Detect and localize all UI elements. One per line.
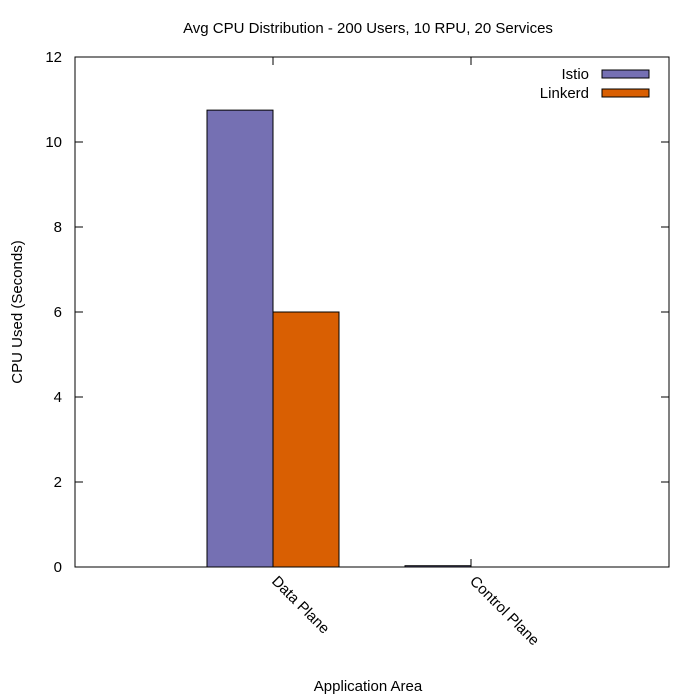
x-axis-label: Application Area — [314, 678, 423, 695]
x-tick-label: Data Plane — [268, 573, 333, 638]
y-tick-label: 0 — [54, 559, 62, 576]
bars-layer — [206, 109, 472, 568]
y-tick-label: 4 — [54, 389, 62, 406]
y-axis-label: CPU Used (Seconds) — [9, 240, 26, 383]
bar-istio-data-plane — [206, 109, 274, 568]
y-tick-label: 6 — [54, 304, 62, 321]
plot-frame — [74, 56, 670, 568]
legend-label: Istio — [561, 66, 589, 83]
chart-title: Avg CPU Distribution - 200 Users, 10 RPU… — [183, 20, 553, 37]
y-tick-label: 2 — [54, 474, 62, 491]
x-tick-label: Control Plane — [466, 573, 542, 649]
legend-label: Linkerd — [540, 85, 589, 102]
y-tick-label: 12 — [45, 49, 62, 66]
legend-swatch — [601, 69, 650, 79]
bar-linkerd-data-plane — [272, 311, 340, 568]
legend: Istio Linkerd — [540, 66, 650, 102]
legend-swatch — [601, 88, 650, 98]
axes-layer: 0 2 4 6 8 10 12 Data Plane Control Plane — [45, 49, 669, 649]
y-tick-label: 10 — [45, 134, 62, 151]
y-tick-label: 8 — [54, 219, 62, 236]
